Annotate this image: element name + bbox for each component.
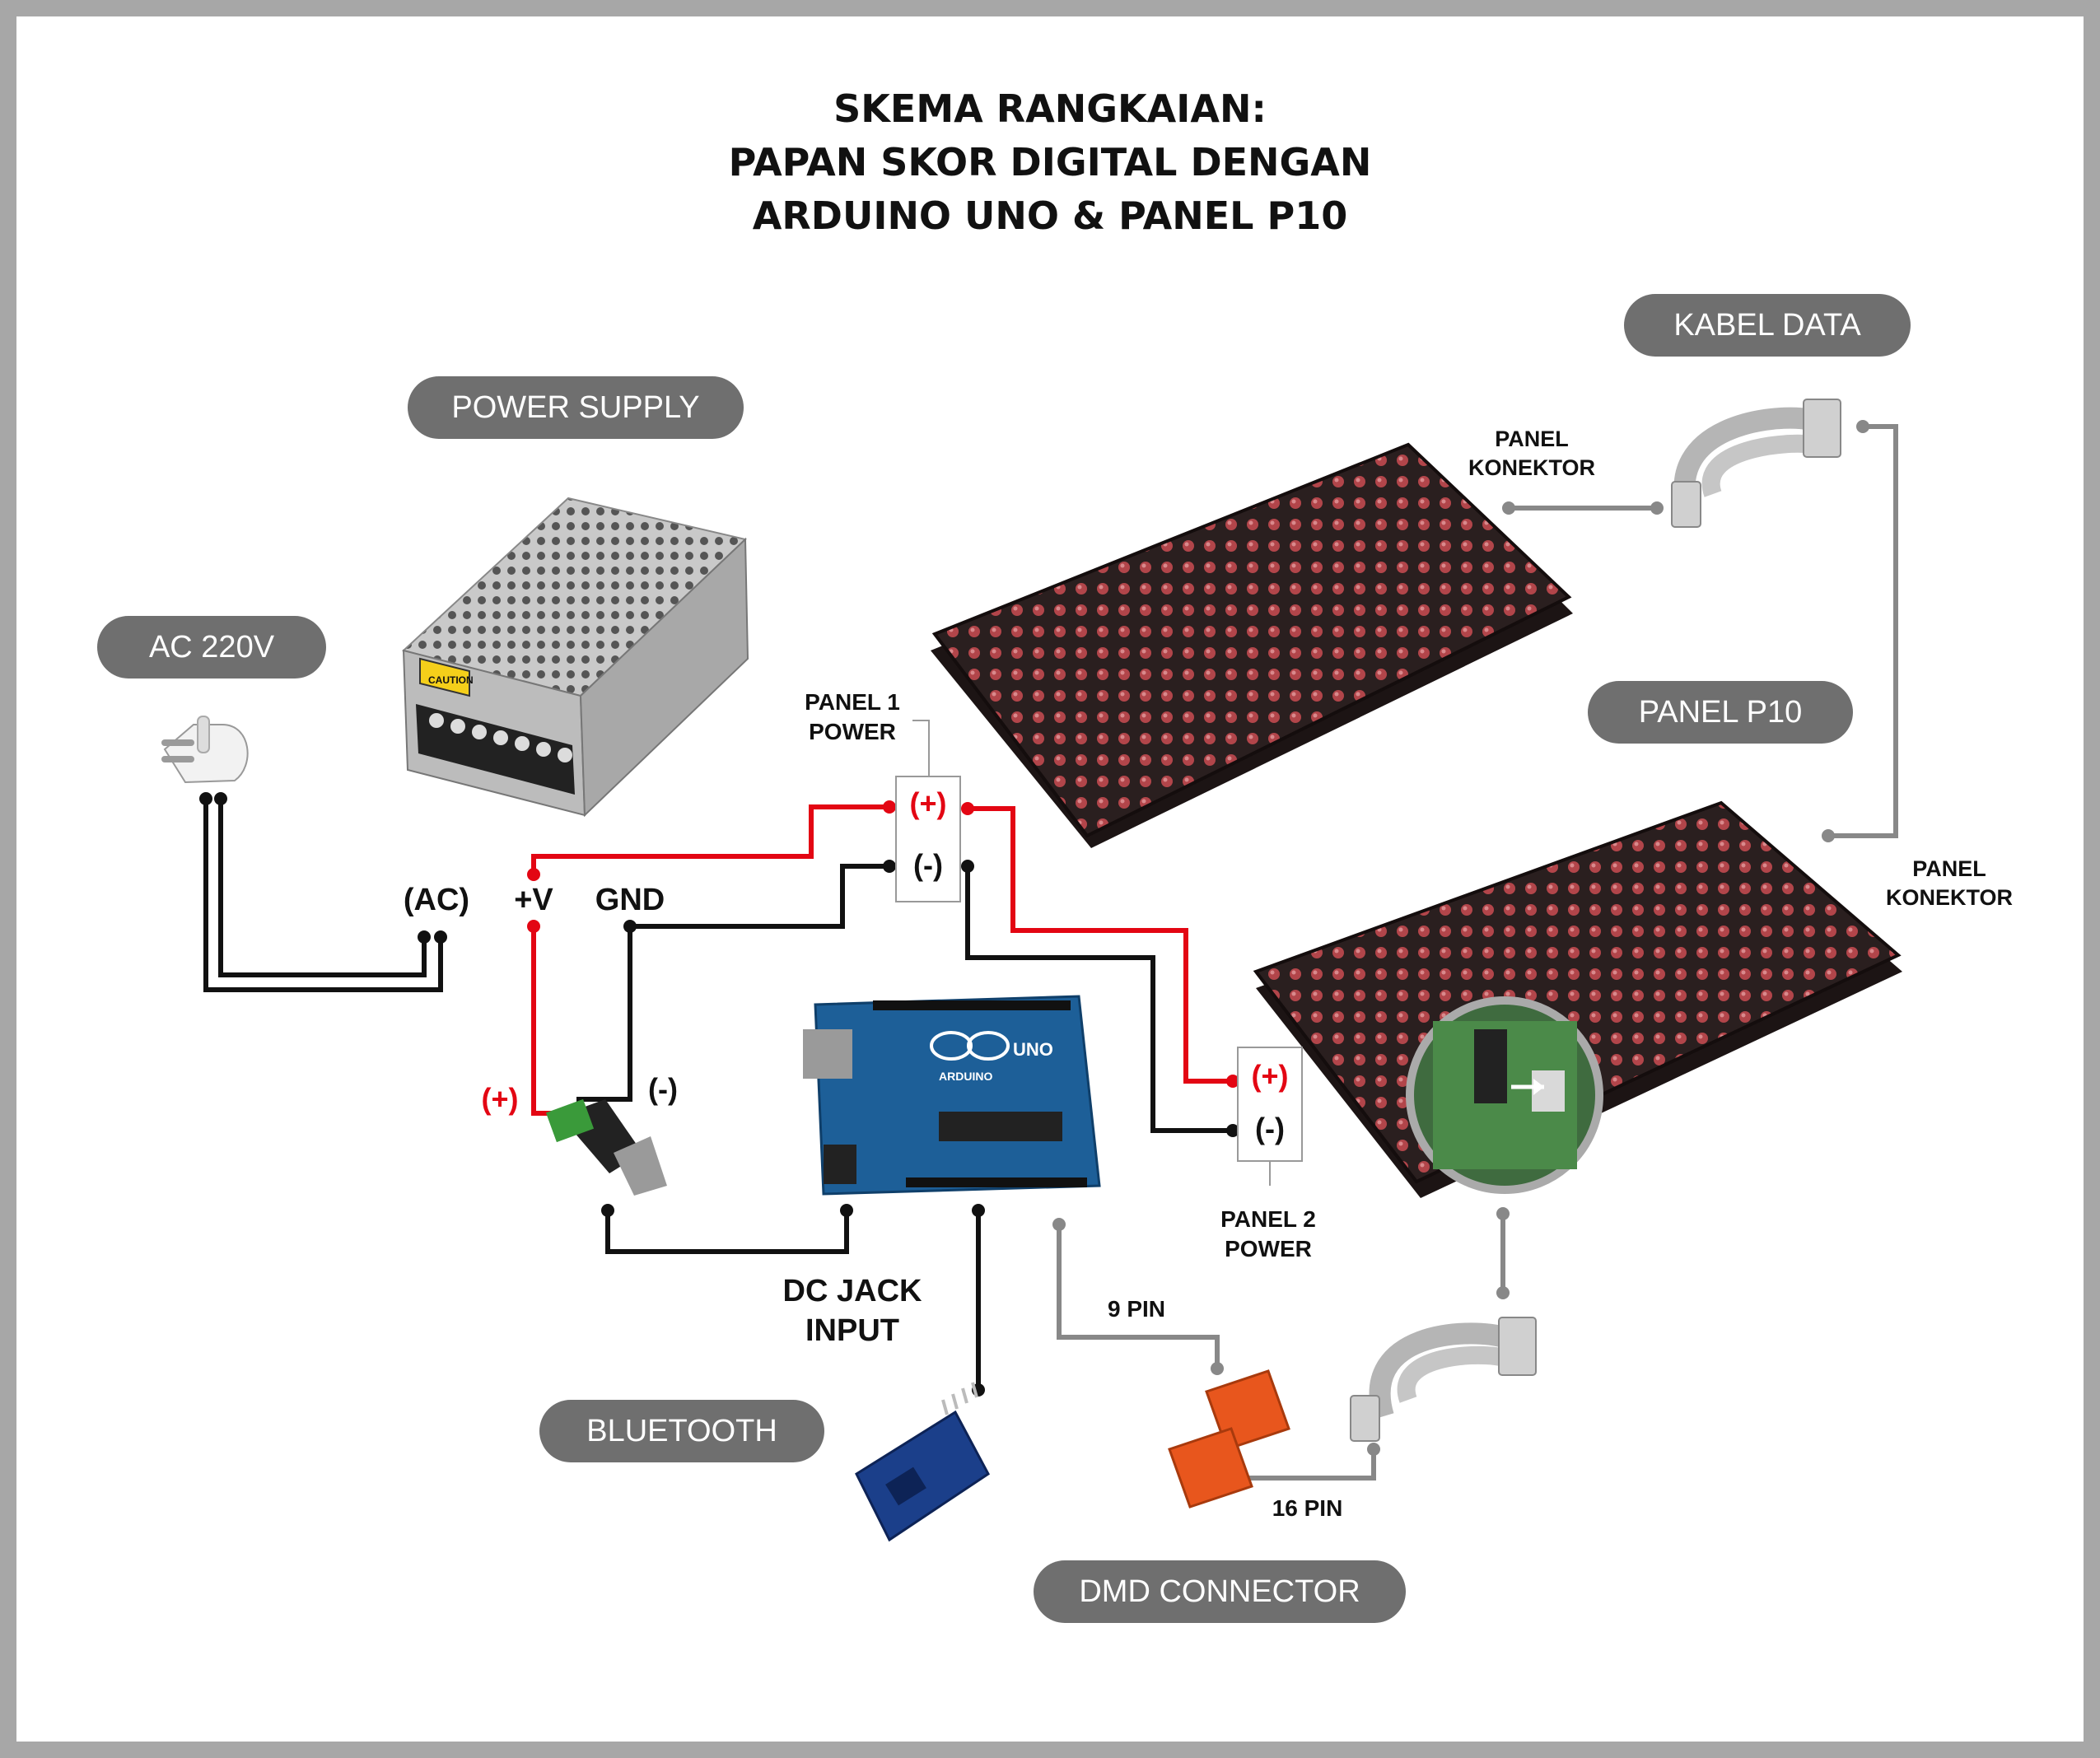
psu-caution-label: CAUTION bbox=[428, 674, 474, 686]
plus-v-label: +V bbox=[514, 883, 553, 917]
ac-label: (AC) bbox=[403, 883, 470, 917]
kabel-data-badge: KABEL DATA bbox=[1624, 294, 1911, 357]
panel2-minus-terminal: (-) bbox=[1255, 1112, 1285, 1145]
panel-konektor-right-line-2: KONEKTOR bbox=[1885, 885, 2013, 910]
panel2-power-label-line-2: POWER bbox=[1225, 1236, 1312, 1261]
panel-konektor-right-line-1: PANEL bbox=[1912, 856, 1986, 881]
panel2-power-label-line-1: PANEL 2 bbox=[1220, 1206, 1316, 1232]
diagram-title-line-1: SKEMA RANGKAIAN: bbox=[833, 86, 1267, 131]
power-box-leaders bbox=[912, 720, 1271, 1186]
arduino-uno-board: ARDUINO UNO bbox=[803, 995, 1101, 1196]
panel-konektor-top-line-1: PANEL bbox=[1495, 427, 1569, 451]
panel1-plus-terminal: (+) bbox=[909, 786, 947, 820]
ac-wire-terminals bbox=[199, 792, 447, 944]
diagram-title-line-3: ARDUINO UNO & PANEL P10 bbox=[752, 194, 1348, 238]
bluetooth-module bbox=[855, 1382, 990, 1542]
dc-jack-label-line-1: DC JACK bbox=[782, 1274, 922, 1308]
ac-220v-badge: AC 220V bbox=[97, 616, 326, 678]
panel-p10-badge: PANEL P10 bbox=[1588, 681, 1853, 744]
gnd-label: GND bbox=[595, 883, 665, 917]
ac-plug bbox=[161, 716, 249, 784]
negative-wires bbox=[576, 864, 1233, 1390]
dc-jack-input-label: DC JACK INPUT bbox=[758, 1271, 947, 1350]
data-wires bbox=[1057, 424, 1898, 1481]
panel1-power-label-line-1: PANEL 1 bbox=[805, 689, 900, 715]
dc-jack-minus-label: (-) bbox=[648, 1072, 678, 1106]
panel1-minus-terminal: (-) bbox=[913, 848, 943, 882]
arduino-logo-text: ARDUINO bbox=[939, 1070, 992, 1083]
power-supply-badge: POWER SUPPLY bbox=[408, 376, 744, 439]
dmd-connector-boards bbox=[1168, 1369, 1290, 1509]
dmd-connector-badge: DMD CONNECTOR bbox=[1034, 1560, 1406, 1623]
dc-jack-label-line-2: INPUT bbox=[805, 1313, 899, 1348]
bluetooth-badge: BLUETOOTH bbox=[539, 1400, 824, 1462]
panel1-power-label-line-2: POWER bbox=[809, 719, 896, 744]
panel2-power-box bbox=[1237, 1047, 1303, 1162]
led-panel-1 bbox=[931, 442, 1573, 848]
diagram-title-line-2: PAPAN SKOR DIGITAL DENGAN bbox=[728, 140, 1372, 184]
panel1-power-box bbox=[895, 776, 961, 902]
panel-connector-zoom bbox=[1406, 996, 1603, 1194]
ribbon-cable-bottom bbox=[1350, 1317, 1537, 1442]
dc-jack-plus-label: (+) bbox=[481, 1082, 519, 1116]
psu-terminal-screws bbox=[429, 713, 572, 762]
dc-jack bbox=[545, 1098, 667, 1196]
panel-konektor-top-label: PANEL KONEKTOR bbox=[1454, 425, 1610, 483]
power-supply-unit: CAUTION bbox=[401, 497, 749, 818]
ac-mains-wires bbox=[203, 799, 443, 992]
panel2-power-label: PANEL 2 POWER bbox=[1206, 1205, 1330, 1264]
panel2-plus-terminal: (+) bbox=[1251, 1059, 1289, 1093]
panel-konektor-right-label: PANEL KONEKTOR bbox=[1871, 855, 2028, 912]
panel-konektor-top-line-2: KONEKTOR bbox=[1468, 455, 1595, 480]
panel1-power-label: PANEL 1 POWER bbox=[791, 688, 914, 747]
sixteen-pin-label: 16 PIN bbox=[1272, 1495, 1343, 1521]
nine-pin-label: 9 PIN bbox=[1107, 1296, 1166, 1322]
ribbon-cable-top bbox=[1671, 399, 1841, 528]
arduino-model-text: UNO bbox=[1013, 1039, 1053, 1060]
